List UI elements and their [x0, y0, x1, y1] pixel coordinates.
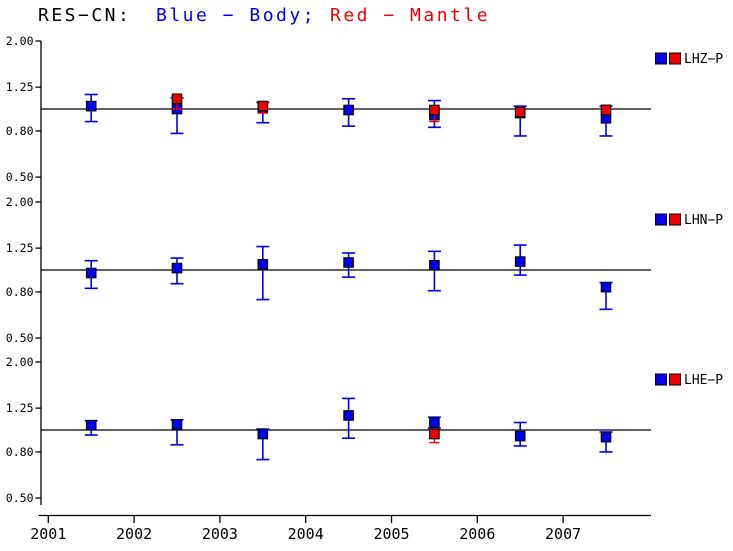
legend-label: LHN−P — [684, 213, 723, 228]
legend-mantle-swatch — [669, 373, 681, 386]
x-tick-label: 2007 — [545, 525, 581, 543]
data-point-body — [600, 281, 612, 293]
data-point-mantle — [171, 93, 183, 105]
data-point-mantle — [514, 106, 526, 118]
legend-label: LHZ−P — [684, 52, 723, 67]
data-point-mantle — [257, 100, 269, 112]
data-point-body — [85, 267, 97, 279]
data-point-body — [171, 419, 183, 430]
data-point-body — [171, 262, 183, 274]
x-tick-label: 2001 — [30, 525, 66, 543]
title-dataset-label: RES−CN: — [38, 5, 132, 26]
legend-body-swatch — [655, 52, 667, 65]
legend-body-swatch — [655, 213, 667, 226]
y-tick-label: 0.80 — [6, 124, 34, 138]
y-tick-label: 0.80 — [6, 445, 34, 459]
data-point-mantle — [429, 428, 440, 440]
legend-body-swatch — [655, 373, 667, 386]
y-tick-label: 0.50 — [6, 170, 34, 184]
legend-mantle-swatch — [669, 213, 681, 226]
data-point-body — [429, 259, 440, 271]
data-point-body — [343, 257, 354, 268]
data-point-body — [514, 430, 526, 442]
y-tick-label: 0.50 — [6, 491, 34, 505]
data-point-body — [257, 259, 269, 270]
y-tick-label: 0.50 — [6, 331, 34, 345]
y-tick-label: 1.25 — [6, 241, 34, 255]
data-point-mantle — [429, 104, 440, 116]
title-body-legend: Blue − Body; — [156, 5, 317, 26]
x-tick-label: 2004 — [288, 525, 324, 543]
data-point-body — [600, 431, 612, 443]
data-point-body — [257, 428, 269, 440]
y-tick-label: 2.00 — [6, 34, 34, 48]
legend-label: LHE−P — [684, 373, 723, 388]
data-point-body — [514, 256, 526, 267]
data-point-body — [343, 104, 354, 116]
data-point-body — [429, 417, 440, 428]
y-tick-label: 0.80 — [6, 285, 34, 299]
legend-mantle-swatch — [669, 52, 681, 65]
x-tick-label: 2003 — [202, 525, 238, 543]
y-tick-label: 1.25 — [6, 401, 34, 415]
x-tick-label: 2005 — [373, 525, 409, 543]
x-tick-label: 2002 — [116, 525, 152, 543]
x-tick-label: 2006 — [459, 525, 495, 543]
y-tick-label: 1.25 — [6, 80, 34, 94]
data-point-body — [85, 100, 97, 112]
y-tick-label: 2.00 — [6, 195, 34, 209]
data-point-mantle — [600, 104, 612, 116]
data-point-body — [85, 419, 97, 431]
y-tick-label: 2.00 — [6, 355, 34, 369]
title-mantle-legend: Red − Mantle — [330, 5, 491, 26]
data-point-body — [343, 410, 354, 421]
